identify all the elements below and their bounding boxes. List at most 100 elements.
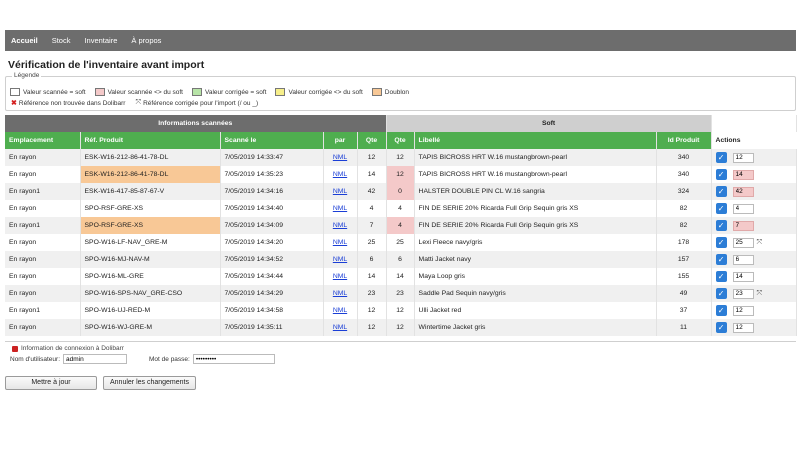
cell-scanned: 7/05/2019 14:34:40 [220, 200, 324, 217]
legend-label: Valeur corrigée <> du soft [288, 88, 363, 96]
username-label: Nom d'utilisateur: [10, 355, 61, 363]
nav-a-propos[interactable]: À propos [131, 36, 162, 45]
connection-section: Information de connexion à Dolibarr Nom … [5, 341, 796, 366]
user-link[interactable]: NML [332, 273, 348, 280]
cell-par: NML [323, 319, 358, 336]
user-link[interactable]: NML [332, 205, 348, 212]
quantity-input[interactable] [732, 220, 754, 231]
cell-qte: 14 [357, 166, 387, 183]
cell-scanned: 7/05/2019 14:35:23 [220, 166, 324, 183]
top-navbar: Accueil Stock Inventaire À propos [5, 30, 796, 51]
checkbox-checked-icon[interactable]: ✓ [715, 322, 727, 333]
legend-title: Légende [12, 72, 42, 79]
cell-qte-soft: 12 [386, 319, 415, 336]
connection-fields: Nom d'utilisateur: Mot de passe: [10, 354, 297, 364]
quantity-input[interactable] [732, 186, 754, 197]
quantity-input[interactable] [732, 271, 754, 282]
quantity-input[interactable] [732, 152, 754, 163]
table-row: En rayon SPO-W16-MJ-NAV-M 7/05/2019 14:34:… [5, 251, 797, 268]
quantity-input[interactable] [732, 169, 754, 180]
cell-par: NML [323, 285, 358, 302]
password-field[interactable] [192, 354, 275, 364]
cell-qte: 42 [357, 183, 387, 200]
table-row: En rayon SPO-W16-WJ-GRE-M 7/05/2019 14:35:… [5, 319, 797, 336]
table-row: En rayon ESK-W16-212-86-41-78-DL 7/05/2019… [5, 166, 797, 183]
checkbox-checked-icon[interactable]: ✓ [715, 186, 727, 197]
nav-inventaire[interactable]: Inventaire [84, 36, 118, 45]
cell-scanned: 7/05/2019 14:34:44 [220, 268, 324, 285]
username-field[interactable] [63, 354, 128, 364]
col-qte-soft: Qte [386, 132, 415, 149]
cell-id: 340 [656, 149, 712, 166]
actions-group: ✓ [715, 169, 792, 180]
checkbox-checked-icon[interactable]: ✓ [715, 288, 727, 299]
cell-emplacement: En rayon [5, 251, 81, 268]
checkbox-checked-icon[interactable]: ✓ [715, 152, 727, 163]
inventory-table: Informations scannées Soft Emplacement R… [5, 115, 797, 336]
cell-libelle: Ulli Jacket red [414, 302, 657, 319]
cell-qte-soft: 0 [386, 183, 415, 200]
cell-ref: ESK-W16-212-86-41-78-DL [80, 149, 221, 166]
nav-accueil[interactable]: Accueil [11, 36, 38, 45]
cell-libelle: Saddle Pad Sequin navy/gris [414, 285, 657, 302]
cell-id: 82 [656, 217, 712, 234]
cell-libelle: Matti Jacket navy [414, 251, 657, 268]
checkbox-checked-icon[interactable]: ✓ [715, 305, 727, 316]
cell-qte: 12 [357, 319, 387, 336]
checkbox-checked-icon[interactable]: ✓ [715, 254, 727, 265]
cell-emplacement: En rayon [5, 149, 81, 166]
legend-box: Légende Valeur scannée = soft Valeur sca… [5, 72, 796, 111]
cell-ref: ESK-W16-417-85-87-67-V [80, 183, 221, 200]
quantity-input[interactable] [732, 322, 754, 333]
swatch-yellow [275, 88, 286, 96]
cell-actions: ✓ [711, 319, 797, 336]
checkbox-checked-icon[interactable]: ✓ [715, 203, 727, 214]
cell-par: NML [323, 200, 358, 217]
user-link[interactable]: NML [332, 307, 348, 314]
table-body: En rayon ESK-W16-212-86-41-78-DL 7/05/2019… [5, 149, 797, 336]
cell-scanned: 7/05/2019 14:34:16 [220, 183, 324, 200]
checkbox-checked-icon[interactable]: ✓ [715, 169, 727, 180]
legend-item: Valeur scannée = soft [10, 88, 86, 96]
checkbox-checked-icon[interactable]: ✓ [715, 220, 727, 231]
legend-label: Valeur scannée <> du soft [107, 88, 183, 96]
connection-title: Information de connexion à Dolibarr [12, 345, 124, 352]
user-link[interactable]: NML [332, 154, 348, 161]
lock-icon [12, 345, 18, 352]
user-link[interactable]: NML [332, 256, 348, 263]
user-link[interactable]: NML [332, 324, 348, 331]
cell-id: 157 [656, 251, 712, 268]
quantity-input[interactable] [732, 237, 754, 248]
user-link[interactable]: NML [332, 290, 348, 297]
cancel-changes-button[interactable]: Annuler les changements [103, 376, 196, 390]
group-scanned-header: Informations scannées [5, 115, 387, 132]
cell-ref: SPO-W16-MJ-NAV-M [80, 251, 221, 268]
legend-swatches: Valeur scannée = soft Valeur scannée <> … [10, 88, 418, 96]
nav-stock[interactable]: Stock [51, 36, 71, 45]
table-row: En rayon1 SPO-RSF-GRE-XS 7/05/2019 14:34:0… [5, 217, 797, 234]
user-link[interactable]: NML [332, 188, 348, 195]
actions-group: ✓⤧ [715, 237, 792, 248]
cell-emplacement: En rayon [5, 166, 81, 183]
cell-actions: ✓ [711, 302, 797, 319]
cell-scanned: 7/05/2019 14:34:09 [220, 217, 324, 234]
password-label: Mot de passe: [149, 355, 190, 363]
col-scanned: Scanné le [220, 132, 324, 149]
arrows-expand-icon[interactable]: ⤧ [756, 238, 763, 246]
cell-scanned: 7/05/2019 14:35:11 [220, 319, 324, 336]
checkbox-checked-icon[interactable]: ✓ [715, 237, 727, 248]
user-link[interactable]: NML [332, 171, 348, 178]
cell-emplacement: En rayon [5, 200, 81, 217]
arrows-expand-icon[interactable]: ⤧ [756, 289, 763, 297]
user-link[interactable]: NML [332, 222, 348, 229]
quantity-input[interactable] [732, 305, 754, 316]
quantity-input[interactable] [732, 254, 754, 265]
quantity-input[interactable] [732, 203, 754, 214]
cell-qte: 7 [357, 217, 387, 234]
update-button[interactable]: Mettre à jour [5, 376, 97, 390]
cell-actions: ✓ [711, 166, 797, 183]
quantity-input[interactable] [732, 288, 754, 299]
user-link[interactable]: NML [332, 239, 348, 246]
x-mark-icon: ✖ [11, 100, 17, 107]
checkbox-checked-icon[interactable]: ✓ [715, 271, 727, 282]
